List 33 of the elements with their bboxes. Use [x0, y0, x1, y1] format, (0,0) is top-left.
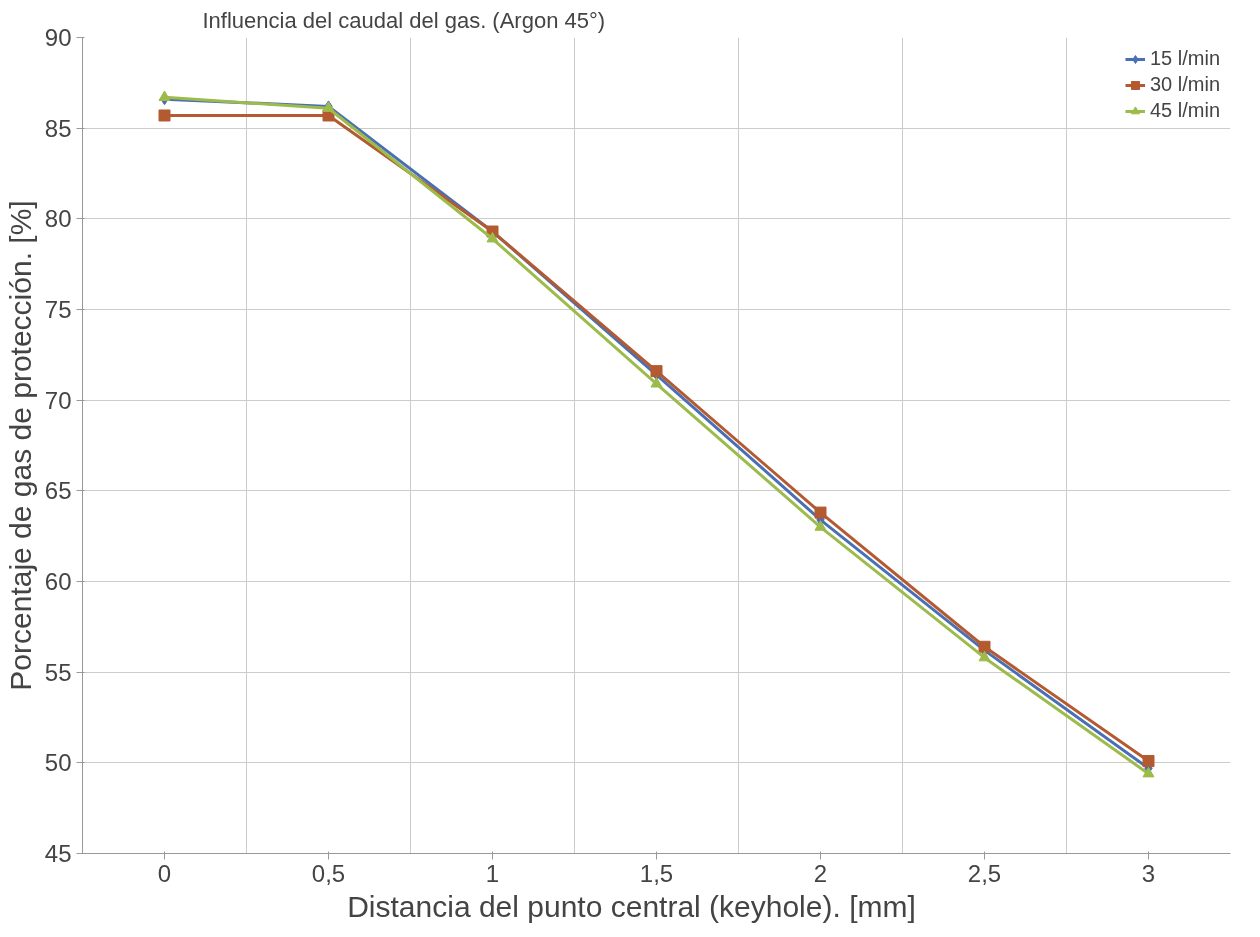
- point: [158, 90, 171, 102]
- point: [650, 377, 663, 388]
- y-tick-label: 80: [44, 205, 72, 233]
- y-tick-label: 75: [44, 296, 72, 323]
- point: [1142, 755, 1155, 768]
- legend-label: 30 l/min: [1149, 73, 1220, 96]
- chart-title: Influencia del caudal del gas. (Argon 45°): [202, 7, 606, 33]
- point: [1142, 766, 1155, 778]
- y-tick-label: 45: [44, 840, 72, 867]
- x-tick-label: 2: [813, 859, 828, 887]
- y-tick-label: 65: [44, 477, 72, 505]
- legend-label: 45 l/min: [1149, 99, 1220, 122]
- x-tick-label: 0,5: [311, 859, 346, 887]
- y-tick-label: 60: [44, 568, 72, 595]
- legend-label: 15 l/min: [1149, 47, 1220, 70]
- y-tick-label: 85: [44, 114, 72, 142]
- point: [814, 506, 827, 519]
- y-axis-title: Porcentaje de gas de protección. [%]: [3, 200, 37, 691]
- x-axis-title: Distancia del punto central (keyhole). [mm]: [347, 889, 916, 923]
- point: [158, 109, 171, 122]
- x-tick-label: 1: [485, 859, 500, 887]
- x-tick-label: 2,5: [967, 859, 1002, 887]
- x-tick-label: 3: [1141, 859, 1156, 887]
- x-tick-label: 1,5: [639, 859, 674, 887]
- y-tick-label: 55: [44, 658, 72, 686]
- y-tick-label: 50: [44, 749, 72, 777]
- point: [486, 231, 499, 243]
- x-tick-label: 0: [157, 859, 172, 887]
- point: [814, 520, 827, 531]
- point: [978, 640, 991, 653]
- point: [978, 650, 991, 662]
- y-tick-label: 90: [44, 24, 72, 51]
- y-tick-label: 70: [44, 386, 72, 414]
